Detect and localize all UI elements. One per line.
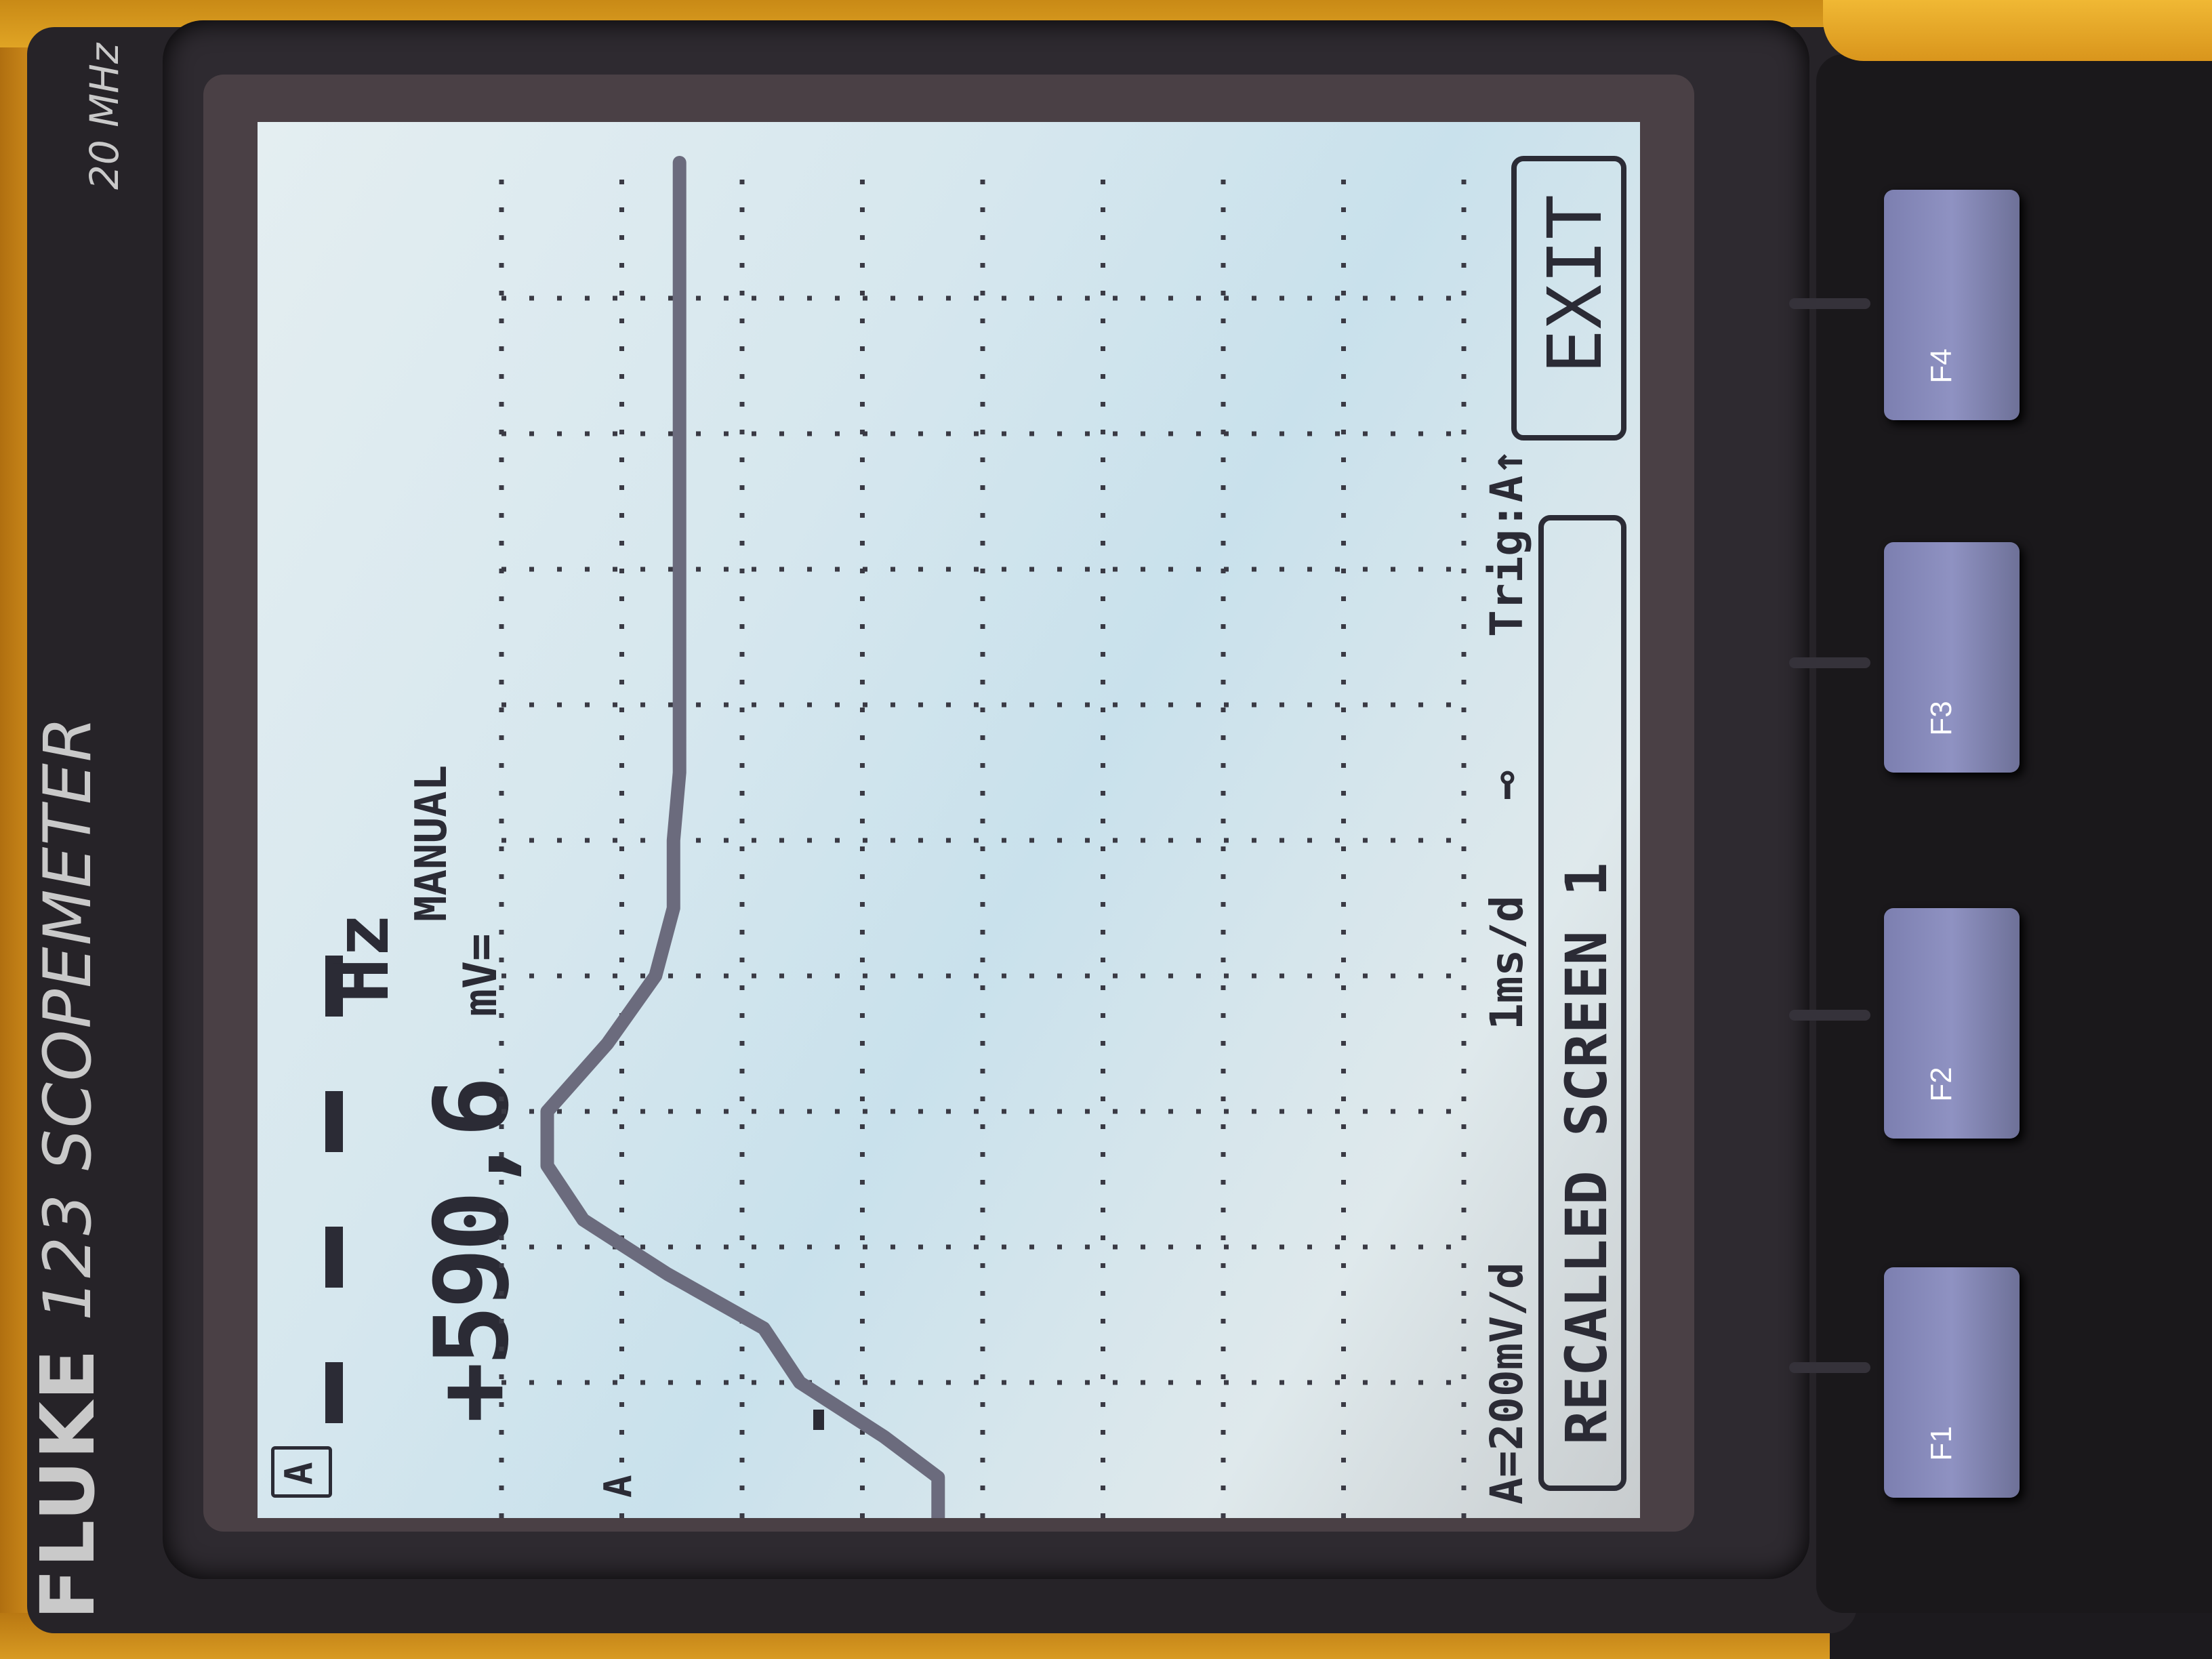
- trigger-icon: ⊸: [1477, 770, 1534, 800]
- bandwidth-label: 20 MHz: [81, 43, 127, 190]
- recalled-screen-label: RECALLED SCREEN 1: [1553, 862, 1620, 1445]
- ground-marker: [813, 1410, 824, 1430]
- f2-key-label: F2: [1925, 1067, 1958, 1102]
- model-name: 123 SCOPEMETER: [30, 715, 106, 1321]
- model-label: FLUKE 123 SCOPEMETER: [24, 20, 111, 1620]
- f1-key[interactable]: F1: [1884, 1267, 2020, 1498]
- key-indicator: [1789, 1010, 1870, 1021]
- exit-label: EXIT: [1532, 194, 1618, 374]
- channel-marker: A: [596, 1475, 640, 1498]
- f4-key-label: F4: [1925, 348, 1958, 384]
- f3-key-label: F3: [1925, 701, 1958, 736]
- graticule: [499, 163, 1467, 1518]
- waveform-trace: [540, 156, 945, 1518]
- lcd-screen: A +590,6 mV= Hz MANUAL A A=200mV/d 1ms/d…: [258, 122, 1640, 1518]
- trigger-setting: Trig:A↑: [1481, 448, 1533, 637]
- waveform-plot: [499, 156, 1467, 1518]
- key-indicator: [1789, 657, 1870, 668]
- key-indicator: [1789, 1362, 1870, 1373]
- brand-logo: FLUKE: [24, 1347, 111, 1620]
- time-per-div: 1ms/d: [1481, 895, 1533, 1030]
- recalled-screen-banner: RECALLED SCREEN 1: [1538, 515, 1626, 1491]
- f3-key[interactable]: F3: [1884, 542, 2020, 773]
- key-indicator: [1789, 298, 1870, 309]
- f1-key-label: F1: [1925, 1426, 1958, 1461]
- lcd-content: A +590,6 mV= Hz MANUAL A A=200mV/d 1ms/d…: [258, 122, 1640, 1518]
- volts-per-div: A=200mV/d: [1481, 1262, 1533, 1504]
- holster-corner: [1823, 0, 2212, 61]
- f2-key[interactable]: F2: [1884, 908, 2020, 1139]
- f4-key[interactable]: F4: [1884, 190, 2020, 420]
- exit-softkey[interactable]: EXIT: [1511, 156, 1626, 441]
